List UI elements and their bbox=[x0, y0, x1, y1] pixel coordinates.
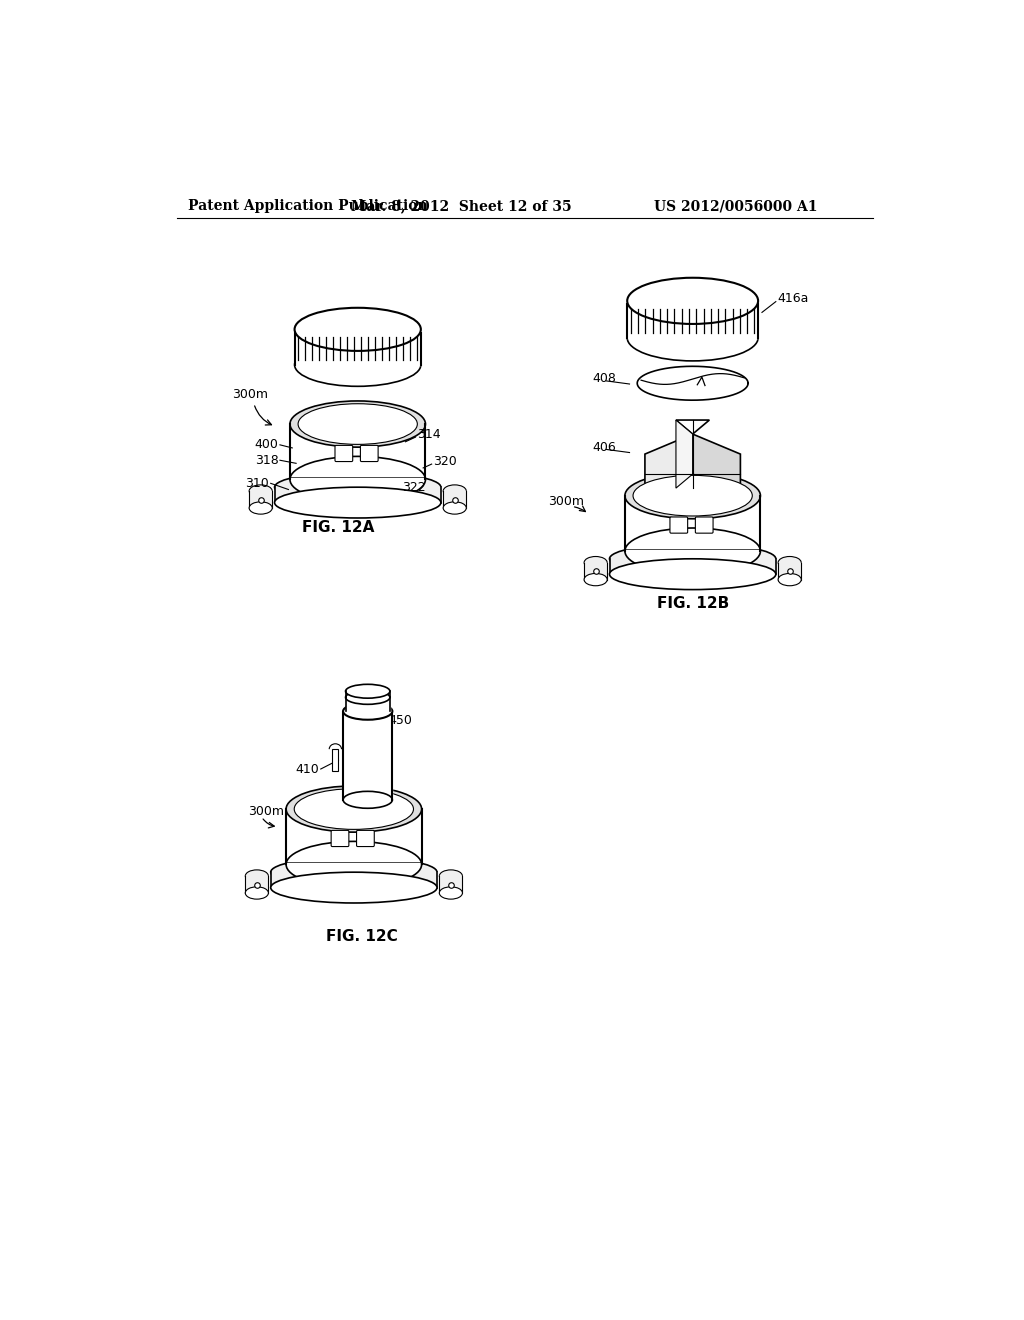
FancyBboxPatch shape bbox=[360, 445, 378, 462]
Text: FIG. 12C: FIG. 12C bbox=[326, 928, 397, 944]
Ellipse shape bbox=[249, 484, 272, 498]
Ellipse shape bbox=[443, 484, 466, 498]
Text: 318: 318 bbox=[255, 454, 279, 467]
Ellipse shape bbox=[290, 401, 425, 447]
Ellipse shape bbox=[443, 502, 466, 513]
Ellipse shape bbox=[628, 314, 758, 360]
Ellipse shape bbox=[295, 308, 421, 351]
FancyBboxPatch shape bbox=[670, 517, 688, 533]
Polygon shape bbox=[625, 496, 761, 552]
Ellipse shape bbox=[246, 887, 268, 899]
Ellipse shape bbox=[343, 702, 392, 719]
Polygon shape bbox=[439, 876, 463, 892]
FancyBboxPatch shape bbox=[695, 517, 713, 533]
FancyBboxPatch shape bbox=[331, 830, 349, 846]
Ellipse shape bbox=[274, 471, 441, 503]
Polygon shape bbox=[246, 876, 268, 892]
Polygon shape bbox=[286, 809, 422, 865]
Polygon shape bbox=[778, 562, 801, 579]
Polygon shape bbox=[443, 491, 466, 508]
Polygon shape bbox=[584, 562, 607, 579]
Text: 314: 314 bbox=[417, 428, 440, 441]
Polygon shape bbox=[645, 434, 692, 494]
Ellipse shape bbox=[625, 473, 761, 519]
Ellipse shape bbox=[295, 343, 421, 387]
Ellipse shape bbox=[294, 789, 414, 829]
Ellipse shape bbox=[439, 870, 463, 882]
Polygon shape bbox=[290, 424, 425, 479]
FancyBboxPatch shape bbox=[356, 830, 374, 846]
Text: 416a: 416a bbox=[777, 292, 809, 305]
Polygon shape bbox=[343, 711, 392, 800]
Ellipse shape bbox=[778, 557, 801, 569]
Text: FIG. 12A: FIG. 12A bbox=[302, 520, 375, 536]
Text: 300m: 300m bbox=[548, 495, 584, 508]
Polygon shape bbox=[676, 420, 692, 488]
Ellipse shape bbox=[628, 277, 758, 323]
Ellipse shape bbox=[270, 873, 437, 903]
Ellipse shape bbox=[343, 792, 392, 808]
Ellipse shape bbox=[345, 684, 390, 698]
Text: 310: 310 bbox=[246, 477, 269, 490]
Ellipse shape bbox=[633, 475, 753, 516]
Text: 408: 408 bbox=[593, 372, 616, 385]
Text: Mar. 8, 2012  Sheet 12 of 35: Mar. 8, 2012 Sheet 12 of 35 bbox=[351, 199, 572, 213]
Text: Patent Application Publication: Patent Application Publication bbox=[188, 199, 428, 213]
Text: 320: 320 bbox=[433, 455, 457, 469]
Ellipse shape bbox=[778, 573, 801, 586]
Ellipse shape bbox=[290, 457, 425, 503]
Text: 300m: 300m bbox=[248, 805, 284, 818]
Ellipse shape bbox=[249, 502, 272, 513]
Text: 410: 410 bbox=[296, 763, 319, 776]
Text: 400: 400 bbox=[255, 438, 279, 451]
Ellipse shape bbox=[584, 573, 607, 586]
Ellipse shape bbox=[298, 404, 418, 445]
Ellipse shape bbox=[625, 528, 761, 574]
Polygon shape bbox=[270, 873, 437, 887]
Polygon shape bbox=[333, 750, 339, 771]
Ellipse shape bbox=[345, 690, 390, 705]
Ellipse shape bbox=[286, 785, 422, 832]
Text: US 2012/0056000 A1: US 2012/0056000 A1 bbox=[654, 199, 817, 213]
FancyBboxPatch shape bbox=[335, 445, 352, 462]
Polygon shape bbox=[676, 420, 710, 434]
Text: 300m: 300m bbox=[232, 388, 268, 401]
Text: FIG. 12B: FIG. 12B bbox=[656, 595, 729, 611]
Polygon shape bbox=[628, 305, 758, 338]
Polygon shape bbox=[249, 491, 272, 508]
Ellipse shape bbox=[439, 887, 463, 899]
Polygon shape bbox=[692, 434, 740, 494]
Ellipse shape bbox=[286, 841, 422, 887]
Polygon shape bbox=[295, 333, 421, 364]
Polygon shape bbox=[274, 487, 441, 503]
Polygon shape bbox=[609, 558, 776, 574]
Polygon shape bbox=[345, 697, 390, 711]
Text: 406: 406 bbox=[593, 441, 616, 454]
Ellipse shape bbox=[270, 857, 437, 887]
Ellipse shape bbox=[246, 870, 268, 882]
Ellipse shape bbox=[609, 558, 776, 590]
Ellipse shape bbox=[584, 557, 607, 569]
Ellipse shape bbox=[609, 544, 776, 574]
Ellipse shape bbox=[274, 487, 441, 517]
Text: 450: 450 bbox=[388, 714, 413, 727]
Text: 322: 322 bbox=[402, 482, 426, 495]
